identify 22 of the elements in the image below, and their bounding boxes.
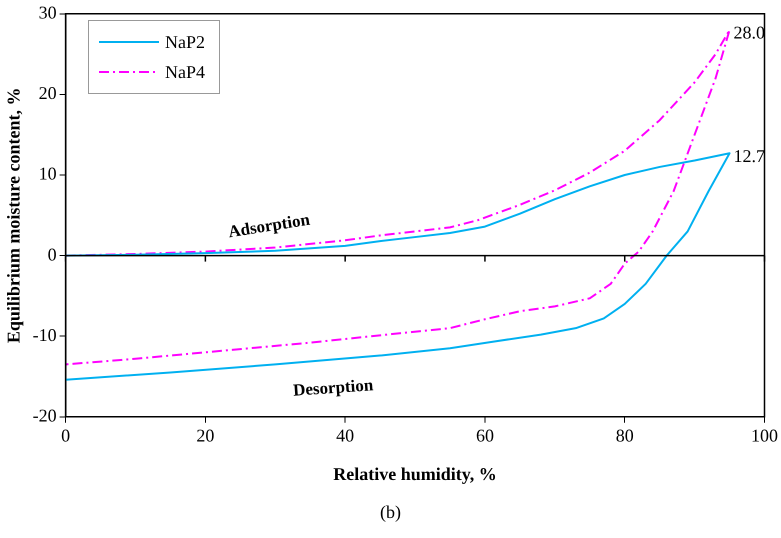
y-tick-label: -20 <box>32 406 57 426</box>
y-tick-label: 10 <box>38 164 57 184</box>
annotation: Desorption <box>292 375 374 401</box>
y-tick-label: 0 <box>48 244 57 264</box>
annotation: 12.7 <box>734 146 766 166</box>
x-tick-label: 100 <box>751 425 778 446</box>
legend-label: NaP2 <box>165 32 205 52</box>
y-axis-title: Equilibrium moisture content, % <box>3 87 24 344</box>
y-tick-label: 20 <box>38 83 57 104</box>
legend-label: NaP4 <box>165 62 205 82</box>
annotation: 28.0 <box>734 22 766 43</box>
x-tick-label: 0 <box>61 425 70 446</box>
y-tick-label: -10 <box>32 324 57 345</box>
x-tick-label: 20 <box>196 425 214 446</box>
x-tick-label: 60 <box>476 425 494 446</box>
x-axis-title: Relative humidity, % <box>333 464 497 484</box>
text: (b) <box>379 502 402 523</box>
y-tick-label: 30 <box>38 2 57 23</box>
line-series <box>66 28 731 366</box>
x-tick-label: 40 <box>336 425 354 446</box>
x-tick-label: 80 <box>616 425 634 446</box>
annotation: Adsorption <box>226 210 312 242</box>
